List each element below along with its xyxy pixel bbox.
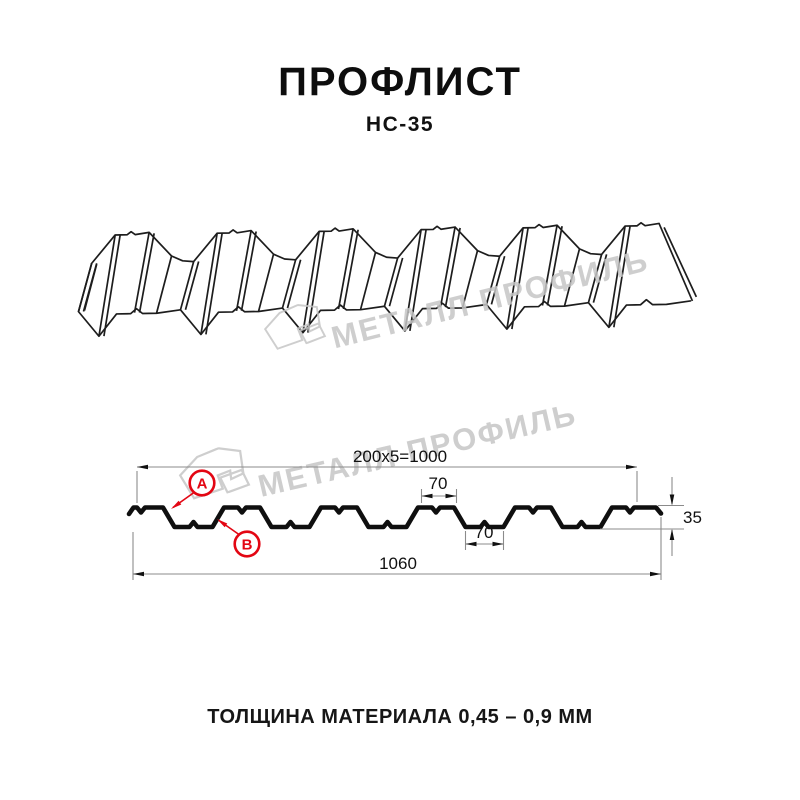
dim-profile-height-label: 35 [683, 508, 702, 527]
dim-crest-width-label: 70 [429, 474, 448, 493]
dim-valley-width-label: 70 [475, 523, 494, 542]
page-title: ПРОФЛИСТ [278, 60, 522, 104]
marker-b-label: B [242, 537, 253, 554]
dim-overall-width-label: 1060 [379, 554, 417, 573]
marker-a-label: A [197, 476, 208, 493]
profile-model-subtitle: НС-35 [365, 113, 435, 136]
material-thickness-note: ТОЛЩИНА МАТЕРИАЛА 0,45 – 0,9 ММ [207, 706, 593, 728]
dim-useful-width-label: 200x5=1000 [353, 447, 447, 466]
